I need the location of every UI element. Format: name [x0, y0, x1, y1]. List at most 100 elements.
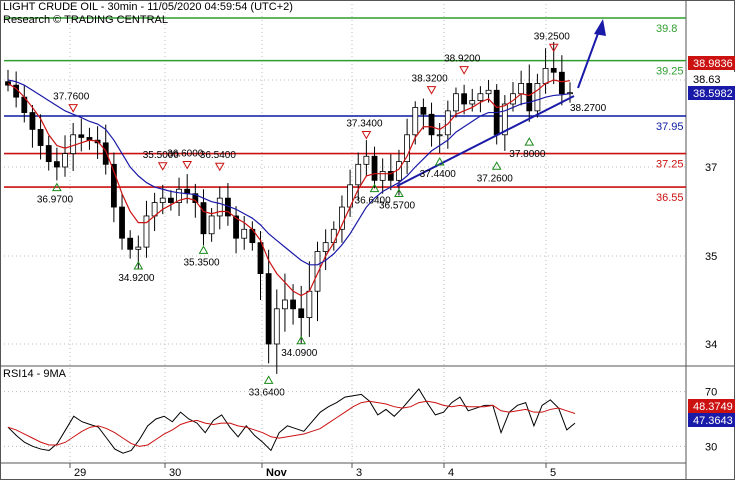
candle-body — [477, 93, 484, 101]
x-tick-label: Nov — [266, 467, 288, 479]
candle-body — [241, 228, 248, 239]
candle-body — [167, 197, 174, 203]
level-lines: 39.8 39.25 37.95 37.25 36.55 — [4, 17, 686, 204]
swing-low-marker — [369, 183, 380, 193]
swing-low-label: 34.0900 — [281, 348, 318, 359]
swing-low-label: 37.2600 — [477, 173, 514, 184]
swing-low-label: 37.8000 — [509, 149, 546, 160]
swing-low-marker — [491, 161, 502, 170]
candle-body — [192, 193, 199, 203]
swing-high-label: 36.6000 — [167, 148, 204, 159]
candle-body — [45, 145, 52, 163]
candle-body — [127, 237, 134, 250]
x-tick-label: 5 — [550, 467, 556, 479]
chart-source: Research © TRADING CENTRAL — [3, 14, 168, 26]
rsi-panel: 70 30 48.3749 47.3643 — [4, 387, 735, 454]
candle-body — [387, 171, 394, 181]
level-label: 39.25 — [656, 66, 684, 78]
swing-low-label: 34.9200 — [118, 273, 155, 284]
candle-body — [298, 308, 305, 318]
swing-high-label: 36.5400 — [200, 150, 237, 161]
candle-body — [330, 228, 337, 244]
swing-high-label: 39.2500 — [534, 31, 571, 42]
rsi-value-tag — [688, 413, 735, 427]
candle-body — [501, 103, 508, 136]
swing-low-marker — [133, 260, 144, 270]
candle-body — [404, 134, 411, 163]
swing-low-marker — [52, 182, 62, 192]
candle-body — [534, 83, 541, 112]
x-tick-label: 4 — [448, 467, 454, 479]
level-value-label: 38.2700 — [570, 103, 607, 114]
price-tag-label: 38.5982 — [693, 88, 733, 100]
level-label: 37.95 — [656, 121, 684, 133]
support-trendline — [396, 95, 575, 187]
swing-high-marker — [426, 86, 437, 95]
price-tag — [688, 56, 735, 70]
candle-body — [469, 100, 476, 105]
swing-low-marker — [434, 156, 445, 166]
swing-high-marker — [459, 66, 469, 75]
swing-low-label: 35.3500 — [183, 257, 220, 268]
swing-high-label: 38.3200 — [412, 74, 449, 85]
x-tick-label: 29 — [74, 467, 86, 479]
swing-low-marker — [296, 335, 307, 345]
rsi-value-label: 47.3643 — [693, 415, 733, 427]
ma-fast-line — [7, 79, 571, 297]
rsi-ma-line — [7, 400, 576, 447]
rsi-value-tag — [688, 399, 735, 413]
swing-low-marker — [198, 245, 209, 254]
swing-low-label: 37.4400 — [420, 169, 457, 180]
candle-body — [420, 107, 427, 115]
price-tag-label: 38.63 — [693, 74, 721, 86]
candle-body — [314, 251, 321, 292]
candles — [5, 42, 573, 374]
rsi-tick-label: 70 — [705, 387, 717, 399]
candle-body — [306, 290, 313, 319]
price-tag — [688, 86, 735, 100]
swing-high-marker — [157, 162, 168, 171]
candle-body — [273, 308, 280, 345]
swing-low-label: 36.9700 — [37, 195, 74, 206]
candle-body — [558, 71, 565, 95]
candle-body — [208, 215, 215, 235]
candle-body — [102, 142, 109, 165]
candle-body — [29, 112, 36, 130]
rsi-line — [7, 388, 576, 454]
projection-arrow — [577, 27, 601, 89]
rsi-value-label: 48.3749 — [693, 401, 733, 413]
rsi-tick-label: 30 — [705, 441, 717, 453]
candle-body — [428, 113, 435, 136]
level-label: 39.8 — [656, 23, 677, 35]
y-tick-label: 37 — [705, 162, 717, 174]
candle-body — [176, 188, 182, 203]
candle-body — [518, 83, 525, 95]
swing-high-marker — [548, 43, 559, 53]
ma-lines — [7, 79, 571, 297]
candle-body — [436, 134, 443, 137]
swing-low-marker — [524, 137, 535, 146]
x-tick-label: 30 — [169, 467, 181, 479]
projection-arrowhead — [594, 19, 606, 36]
candle-body — [322, 242, 329, 252]
y-tick-label: 34 — [705, 339, 717, 351]
candle-body — [412, 107, 419, 136]
swing-high-marker — [182, 160, 193, 170]
swing-high-label: 38.9200 — [444, 54, 481, 65]
swing-high-label: 37.7600 — [53, 92, 90, 103]
swing-high-label: 37.3400 — [346, 119, 383, 130]
candle-body — [444, 110, 451, 136]
swing-high-marker — [214, 162, 225, 172]
y-tick-label: 35 — [705, 251, 717, 263]
x-tick-label: 3 — [356, 467, 362, 479]
x-axis: 29 30 Nov 3 4 5 — [69, 463, 556, 479]
candle-body — [379, 171, 386, 181]
rsi-title: RSI14 - 9MA — [3, 368, 66, 380]
candle-body — [119, 206, 125, 239]
candle-body — [461, 93, 468, 105]
candle-body — [526, 83, 533, 112]
